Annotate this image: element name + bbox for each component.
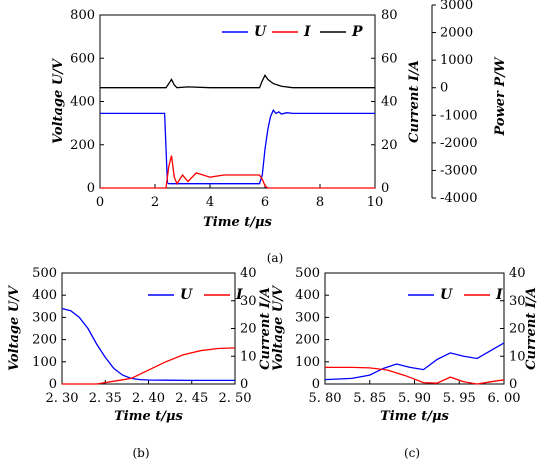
plot-c-ytick-right-label: 0 bbox=[509, 377, 517, 392]
plot-c-legend-I-label: I bbox=[495, 287, 503, 303]
plot-c-series-U bbox=[324, 342, 505, 381]
plot-a-ytick-right-label: -3000 bbox=[440, 163, 477, 178]
plot-c-ytick-left-label: 300 bbox=[295, 310, 320, 325]
plot-b-ytick-left-label: 400 bbox=[32, 288, 57, 303]
plot-b-legend-I-label: I bbox=[235, 287, 243, 303]
plot-c-ytick-left-label: 500 bbox=[295, 266, 320, 281]
plot-b-xtick-label: 2. 30 bbox=[45, 391, 78, 406]
plot-a-xtick-label: 2 bbox=[151, 195, 159, 210]
plot-c-ytick-left-label: 400 bbox=[295, 288, 320, 303]
plot-a-ylabel-left: Voltage U/V bbox=[51, 57, 66, 144]
plot-c-ytick-left-label: 100 bbox=[295, 355, 320, 370]
plot-a-ytick-mid-label: 60 bbox=[381, 51, 398, 66]
plot-a-xlabel: Time t/μs bbox=[203, 215, 272, 230]
plot-a-series-U bbox=[100, 108, 375, 185]
plot-c-ytick-right-label: 20 bbox=[509, 322, 526, 337]
plot-c-xlabel: Time t/μs bbox=[380, 409, 449, 424]
plot-b-ylabel-left: Voltage U/V bbox=[7, 284, 22, 371]
plot-a-ytick-left-label: 800 bbox=[70, 8, 95, 23]
plot-a-ytick-mid-label: 40 bbox=[381, 95, 398, 110]
plot-c-ytick-right-label: 40 bbox=[509, 266, 526, 281]
plot-c-xtick-label: 5. 80 bbox=[308, 391, 341, 406]
plot-b-series-U bbox=[61, 307, 235, 382]
plot-b-ytick-right-label: 20 bbox=[240, 322, 257, 337]
plot-b-ytick-left-label: 100 bbox=[32, 355, 57, 370]
plot-a-frame bbox=[99, 14, 376, 189]
plot-a-legend-I-label: I bbox=[303, 24, 311, 40]
plot-a-ytick-right-label: 1000 bbox=[440, 53, 473, 68]
plot-a-xtick-label: 4 bbox=[206, 195, 214, 210]
plot-b-xtick-label: 2. 40 bbox=[132, 391, 165, 406]
plot-a-ytick-left-label: 600 bbox=[70, 51, 95, 66]
plot-c-ytick-left-label: 200 bbox=[295, 333, 320, 348]
plot-a-ytick-right-label: -1000 bbox=[440, 108, 477, 123]
plot-b-ytick-left-label: 300 bbox=[32, 310, 57, 325]
plot-b-series-I bbox=[62, 347, 236, 385]
plot-a-legend-P-label: P bbox=[351, 24, 363, 40]
plot-a-series-P bbox=[100, 74, 375, 89]
plot-c-xtick-label: 5. 90 bbox=[398, 391, 431, 406]
plot-a-ytick-mid-label: 0 bbox=[381, 181, 389, 196]
plot-c-ytick-right-label: 10 bbox=[509, 349, 526, 364]
plot-b-ytick-right-label: 30 bbox=[240, 294, 257, 309]
plot-b-xtick-label: 2. 50 bbox=[218, 391, 251, 406]
plot-a-ytick-right-label: -2000 bbox=[440, 136, 477, 151]
plot-a-ytick-right-label: 0 bbox=[440, 81, 448, 96]
plot-b-legend-U-label: U bbox=[180, 287, 193, 303]
plot-a-series-I bbox=[100, 155, 375, 189]
plot-b-ylabel-right: Current I/A bbox=[258, 287, 273, 370]
plot-b-caption: (b) bbox=[132, 446, 149, 460]
plot-a-caption: (a) bbox=[267, 251, 284, 265]
plot-b-ytick-right-label: 40 bbox=[240, 266, 257, 281]
plot-b-xtick-label: 2. 35 bbox=[89, 391, 122, 406]
plot-b-ytick-right-label: 10 bbox=[240, 349, 257, 364]
plot-a-ylabel-mid: Current I/A bbox=[407, 60, 422, 143]
plot-a-xtick-label: 6 bbox=[261, 195, 269, 210]
plot-a-ytick-mid-label: 80 bbox=[381, 8, 398, 23]
plot-c-xtick-label: 6. 00 bbox=[487, 391, 520, 406]
plot-a-ytick-mid-label: 20 bbox=[381, 138, 398, 153]
plot-b-ytick-left-label: 0 bbox=[49, 377, 57, 392]
plot-c-xtick-label: 5. 85 bbox=[353, 391, 386, 406]
plot-a-legend-U-label: U bbox=[254, 24, 267, 40]
plot-a-xtick-label: 8 bbox=[316, 195, 324, 210]
plot-a-ytick-left-label: 400 bbox=[70, 95, 95, 110]
plot-b-ytick-left-label: 500 bbox=[32, 266, 57, 281]
plot-a-ytick-right-label: -4000 bbox=[440, 191, 477, 206]
plot-b-xtick-label: 2. 45 bbox=[175, 391, 208, 406]
plot-a-xtick-label: 10 bbox=[367, 195, 384, 210]
plot-a-xtick-label: 0 bbox=[96, 195, 104, 210]
plot-a-ytick-left-label: 200 bbox=[70, 138, 95, 153]
plot-a-ytick-right-label: 2000 bbox=[440, 26, 473, 41]
plot-c-ytick-right-label: 30 bbox=[509, 294, 526, 309]
plot-b-xlabel: Time t/μs bbox=[114, 409, 183, 424]
plot-a-ytick-left-label: 0 bbox=[87, 181, 95, 196]
plot-c-xtick-label: 5. 95 bbox=[443, 391, 476, 406]
plot-c-legend-U-label: U bbox=[440, 287, 453, 303]
plot-c-series-I bbox=[325, 366, 505, 385]
plot-a-ytick-right-label: 3000 bbox=[440, 0, 473, 13]
plot-c-ytick-left-label: 0 bbox=[312, 377, 320, 392]
plot-c-ylabel-right: Current I/A bbox=[524, 287, 539, 370]
plot-a-ylabel-right: Power P/W bbox=[493, 56, 508, 136]
plot-c-caption: (c) bbox=[404, 446, 420, 460]
plot-b-ytick-left-label: 200 bbox=[32, 333, 57, 348]
plot-b-ytick-right-label: 0 bbox=[240, 377, 248, 392]
plot-c-ylabel-left: Voltage U/V bbox=[271, 284, 286, 371]
